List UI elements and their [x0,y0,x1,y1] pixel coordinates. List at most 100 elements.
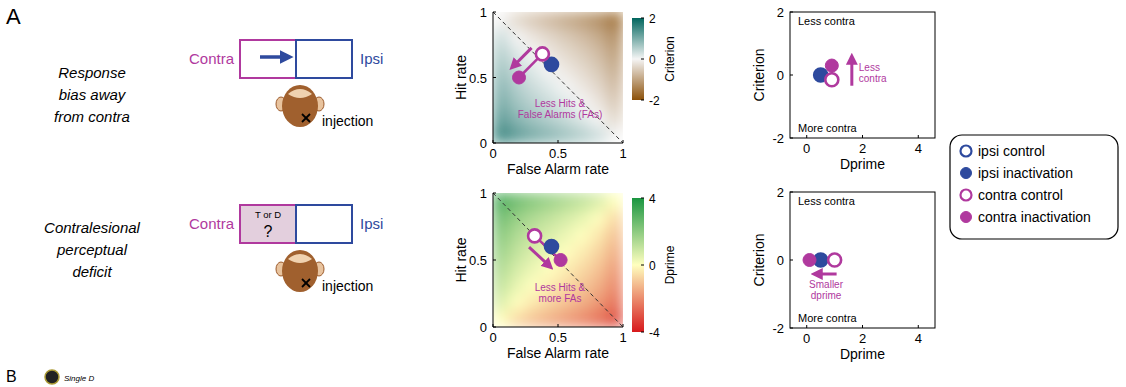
colorbar-tick-label: 0 [649,259,656,273]
tick [790,138,793,139]
tick-label: 0 [777,253,784,268]
colorbar-tick [641,18,644,19]
tick-label: 2 [859,331,866,346]
point [828,254,841,267]
legend-marker [961,212,972,223]
tick-label: 1 [619,330,626,345]
cell [606,44,623,61]
plot-frame [790,192,935,328]
tick-label: 1 [480,5,487,20]
cell [590,209,607,227]
cell [574,260,591,278]
injection-mark [302,114,310,122]
tick [918,325,919,328]
change-arrow [816,273,837,276]
tick [806,325,807,328]
cell [493,110,510,127]
change-arrow [513,48,532,67]
annotation: Less contra [798,15,856,27]
axis-label: Hit rate [453,237,469,282]
labels: Less Hits &False Alarms (FAs) [513,48,602,120]
axis-label: False Alarm rate [507,161,609,177]
injection-mark [302,279,310,287]
cell [606,110,623,127]
injection-label: injection [322,113,373,129]
cell [606,12,623,29]
plot-frame [790,12,935,138]
panel-label: A [6,4,21,29]
cell [493,61,510,78]
legend-label: contra inactivation [978,209,1091,225]
legend-box [950,135,1118,239]
cell [606,209,623,227]
tick-label: 2 [859,141,866,156]
cell [574,12,591,29]
cell [493,276,510,294]
contra-box [240,40,296,78]
plot-area [493,193,623,327]
cell [493,260,510,278]
point [825,59,838,72]
side-label: Contra [189,50,235,67]
cell [558,193,575,210]
side-label: Ipsi [360,50,383,67]
schematic-arrow [260,55,288,59]
tick-label: -2 [772,321,784,336]
tick-label: 1 [619,146,626,161]
reference-line [493,12,623,143]
row-title: Response [58,64,126,81]
tick-label: 2 [777,185,784,200]
face [288,254,312,263]
legend-marker [961,146,972,157]
legend-label: ipsi control [978,143,1045,159]
legend-label: ipsi inactivation [978,165,1073,181]
cell [574,226,591,244]
cell [606,77,623,94]
cell [493,77,510,94]
labels: Less Hits &more FAs [529,247,586,304]
change-arrow [529,247,550,266]
annotation: Less Hits & [535,98,586,109]
cell [590,61,607,78]
cell [558,44,575,61]
side-label: Contra [189,215,235,232]
cell [525,209,542,227]
axis-label: Hit rate [453,55,469,100]
tick [623,140,624,143]
tick [790,192,793,193]
tick-label: 0 [803,331,810,346]
tick [493,12,496,13]
cell [493,293,510,311]
cell [558,28,575,45]
arrow-label: dprime [811,290,842,301]
legend-marker [961,168,972,179]
cell [509,12,526,29]
reference-line [493,193,623,327]
row-title: Contralesional [44,219,141,236]
tick [806,135,807,138]
cell [590,28,607,45]
colorbar-tick [641,59,644,60]
cell [541,12,558,29]
labels: Lesscontra [852,58,887,86]
cell [590,193,607,210]
cell [525,126,542,143]
tick-label: 0.5 [549,330,567,345]
legend-label: contra control [978,187,1063,203]
tick-label: 0.5 [469,253,487,268]
colorbar-label: Dprime [663,245,677,284]
cell [493,44,510,61]
cell [574,193,591,210]
colorbar-tick-label: -4 [649,326,660,340]
tick [558,140,559,143]
colorbar-tick-label: 2 [649,12,656,26]
cell [558,226,575,244]
heatmap-chart: Less Hits &False Alarms (FAs)00.5100.51F… [453,5,677,177]
cell [606,193,623,210]
cell [525,28,542,45]
arrow-label: Less [859,62,880,73]
point [545,240,558,253]
point [513,71,526,84]
arrow-label: Smaller [809,279,844,290]
cell [606,28,623,45]
